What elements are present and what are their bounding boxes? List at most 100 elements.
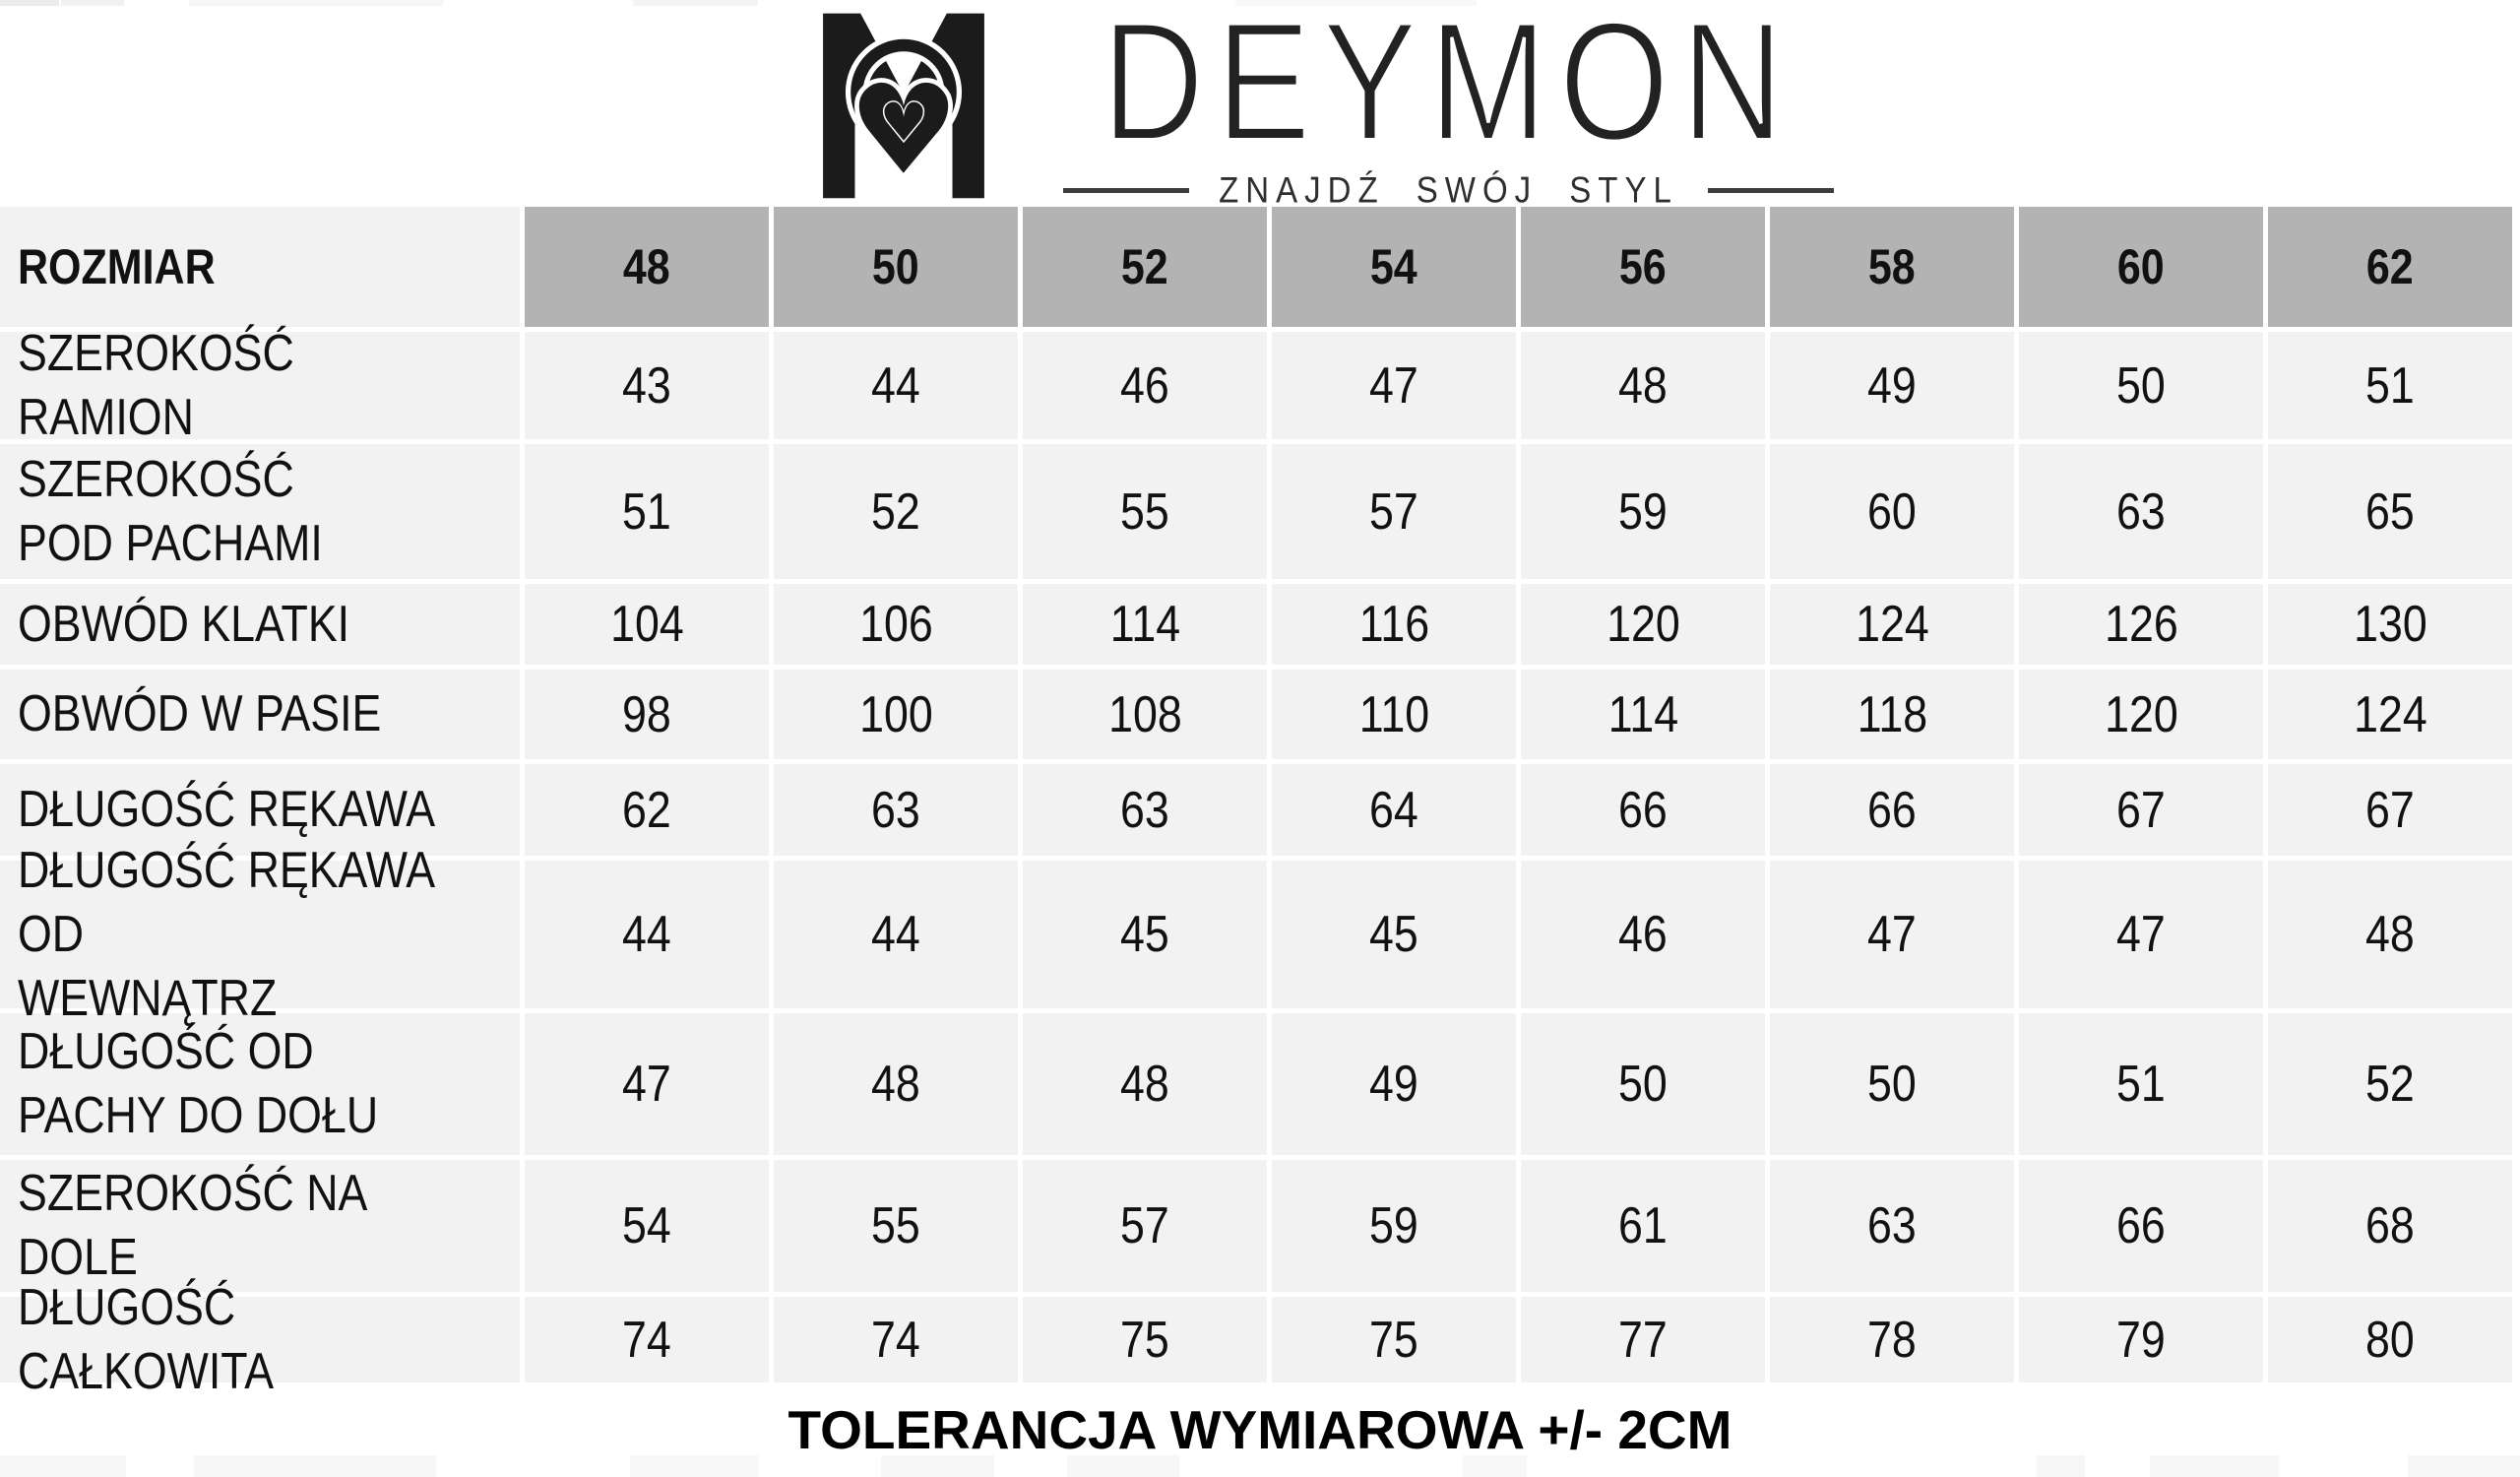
value-cell-text: 130	[2353, 596, 2427, 653]
value-cell-text: 55	[871, 1197, 920, 1254]
page-edge-fragment	[0, 1455, 126, 1477]
value-cell-text: 54	[622, 1197, 671, 1254]
value-cell-text: 78	[1867, 1311, 1917, 1369]
value-cell: 63	[1023, 764, 1267, 856]
value-cell-text: 45	[1120, 906, 1169, 963]
value-cell-text: 106	[858, 596, 933, 653]
size-column-header-54-text: 54	[1370, 239, 1418, 294]
page-edge-fragment	[61, 0, 124, 6]
value-cell-text: 48	[871, 1056, 920, 1113]
value-cell-text: 104	[609, 596, 684, 653]
page-edge-fragment	[1067, 1455, 1179, 1477]
value-cell: 79	[2019, 1297, 2263, 1382]
value-cell-text: 59	[1618, 482, 1668, 541]
value-cell: 75	[1272, 1297, 1516, 1382]
value-cell-text: 46	[1618, 906, 1668, 963]
value-cell-text: 62	[622, 781, 671, 839]
row-label: DŁUGOŚĆ RĘKAWA OD WEWNĄTRZ	[0, 842, 520, 1027]
value-cell: 74	[774, 1297, 1018, 1382]
row-label: OBWÓD W PASIE	[0, 670, 520, 759]
row-label-text: DŁUGOŚĆ RĘKAWA OD WEWNĄTRZ	[18, 841, 433, 1027]
value-cell: 65	[2268, 444, 2512, 579]
tagline-right-rule	[1707, 187, 1834, 193]
value-cell: 48	[1521, 332, 1765, 439]
value-cell: 47	[1770, 861, 2014, 1008]
value-cell-text: 60	[1867, 482, 1917, 541]
brand-logo: ♥ ♡ DEYMON ZNAJDŹ SWÓJ STYL	[805, 0, 1861, 211]
row-label-text: OBWÓD W PASIE	[18, 685, 382, 742]
row-label: SZEROKOŚĆ RAMION	[0, 325, 520, 446]
value-cell: 77	[1521, 1297, 1765, 1382]
value-cell-text: 45	[1369, 906, 1418, 963]
value-cell-text: 43	[622, 356, 671, 415]
value-cell: 66	[1770, 764, 2014, 856]
size-column-header-50-text: 50	[872, 239, 919, 294]
value-cell: 60	[1770, 444, 2014, 579]
value-cell-text: 47	[1369, 356, 1418, 415]
tolerance-note: TOLERANCJA WYMIAROWA +/- 2CM	[788, 1399, 1732, 1460]
row-label-text: SZEROKOŚĆ NA DOLE	[18, 1165, 365, 1286]
value-cell: 108	[1023, 670, 1267, 759]
value-cell: 110	[1272, 670, 1516, 759]
value-cell-text: 57	[1369, 482, 1418, 541]
value-cell: 63	[2019, 444, 2263, 579]
value-cell-text: 50	[2116, 356, 2166, 415]
value-cell: 55	[774, 1160, 1018, 1292]
value-cell: 63	[774, 764, 1018, 856]
value-cell-text: 63	[1867, 1197, 1917, 1254]
value-cell: 114	[1521, 670, 1765, 759]
value-cell: 48	[774, 1013, 1018, 1155]
value-cell: 44	[525, 861, 769, 1008]
value-cell: 45	[1023, 861, 1267, 1008]
brand-tagline-row: ZNAJDŹ SWÓJ STYL	[1063, 168, 1834, 211]
value-cell: 116	[1272, 584, 1516, 665]
value-cell-text: 98	[622, 685, 671, 743]
value-cell-text: 51	[2365, 356, 2415, 415]
value-cell-text: 51	[2116, 1056, 2166, 1113]
value-cell-text: 67	[2116, 781, 2166, 839]
value-cell: 52	[774, 444, 1018, 579]
value-cell-text: 50	[1618, 1056, 1668, 1113]
value-cell-text: 49	[1369, 1056, 1418, 1113]
page-edge-fragment	[2150, 1455, 2279, 1477]
value-cell: 67	[2019, 764, 2263, 856]
size-table-corner-header-text: ROZMIAR	[18, 238, 216, 294]
value-cell: 120	[2019, 670, 2263, 759]
value-cell-text: 120	[2104, 685, 2178, 743]
size-column-header-52: 52	[1023, 207, 1267, 327]
value-cell: 126	[2019, 584, 2263, 665]
page-edge-fragment	[0, 0, 59, 6]
size-column-header-56: 56	[1521, 207, 1765, 327]
value-cell-text: 63	[871, 781, 920, 839]
value-cell-text: 120	[1606, 596, 1680, 653]
value-cell-text: 124	[2353, 685, 2427, 743]
value-cell: 78	[1770, 1297, 2014, 1382]
value-cell-text: 51	[622, 482, 671, 541]
size-column-header-60-text: 60	[2117, 239, 2165, 294]
tagline-left-rule	[1063, 187, 1190, 193]
value-cell: 44	[774, 332, 1018, 439]
value-cell: 61	[1521, 1160, 1765, 1292]
page-edge-fragment	[630, 1455, 759, 1477]
value-cell-text: 75	[1369, 1311, 1418, 1369]
page-edge-fragment	[633, 0, 758, 6]
row-label: DŁUGOŚĆ CAŁKOWITA	[0, 1279, 520, 1400]
value-cell: 50	[2019, 332, 2263, 439]
value-cell-text: 44	[622, 906, 671, 963]
row-label: DŁUGOŚĆ OD PACHY DO DOŁU	[0, 1013, 520, 1155]
size-column-header-62: 62	[2268, 207, 2512, 327]
value-cell: 62	[525, 764, 769, 856]
row-label-text: SZEROKOŚĆ POD PACHAMI	[18, 450, 323, 572]
value-cell-text: 80	[2365, 1311, 2415, 1369]
value-cell-text: 108	[1107, 685, 1182, 743]
value-cell-text: 126	[2104, 596, 2178, 653]
brand-tagline: ZNAJDŹ SWÓJ STYL	[1219, 168, 1678, 211]
value-cell: 49	[1770, 332, 2014, 439]
value-cell-text: 50	[1867, 1056, 1917, 1113]
value-cell: 47	[2019, 861, 2263, 1008]
value-cell-text: 74	[871, 1311, 920, 1369]
value-cell: 66	[2019, 1160, 2263, 1292]
page-edge-fragment	[2408, 1455, 2520, 1477]
value-cell: 51	[2019, 1013, 2263, 1155]
value-cell: 57	[1023, 1160, 1267, 1292]
